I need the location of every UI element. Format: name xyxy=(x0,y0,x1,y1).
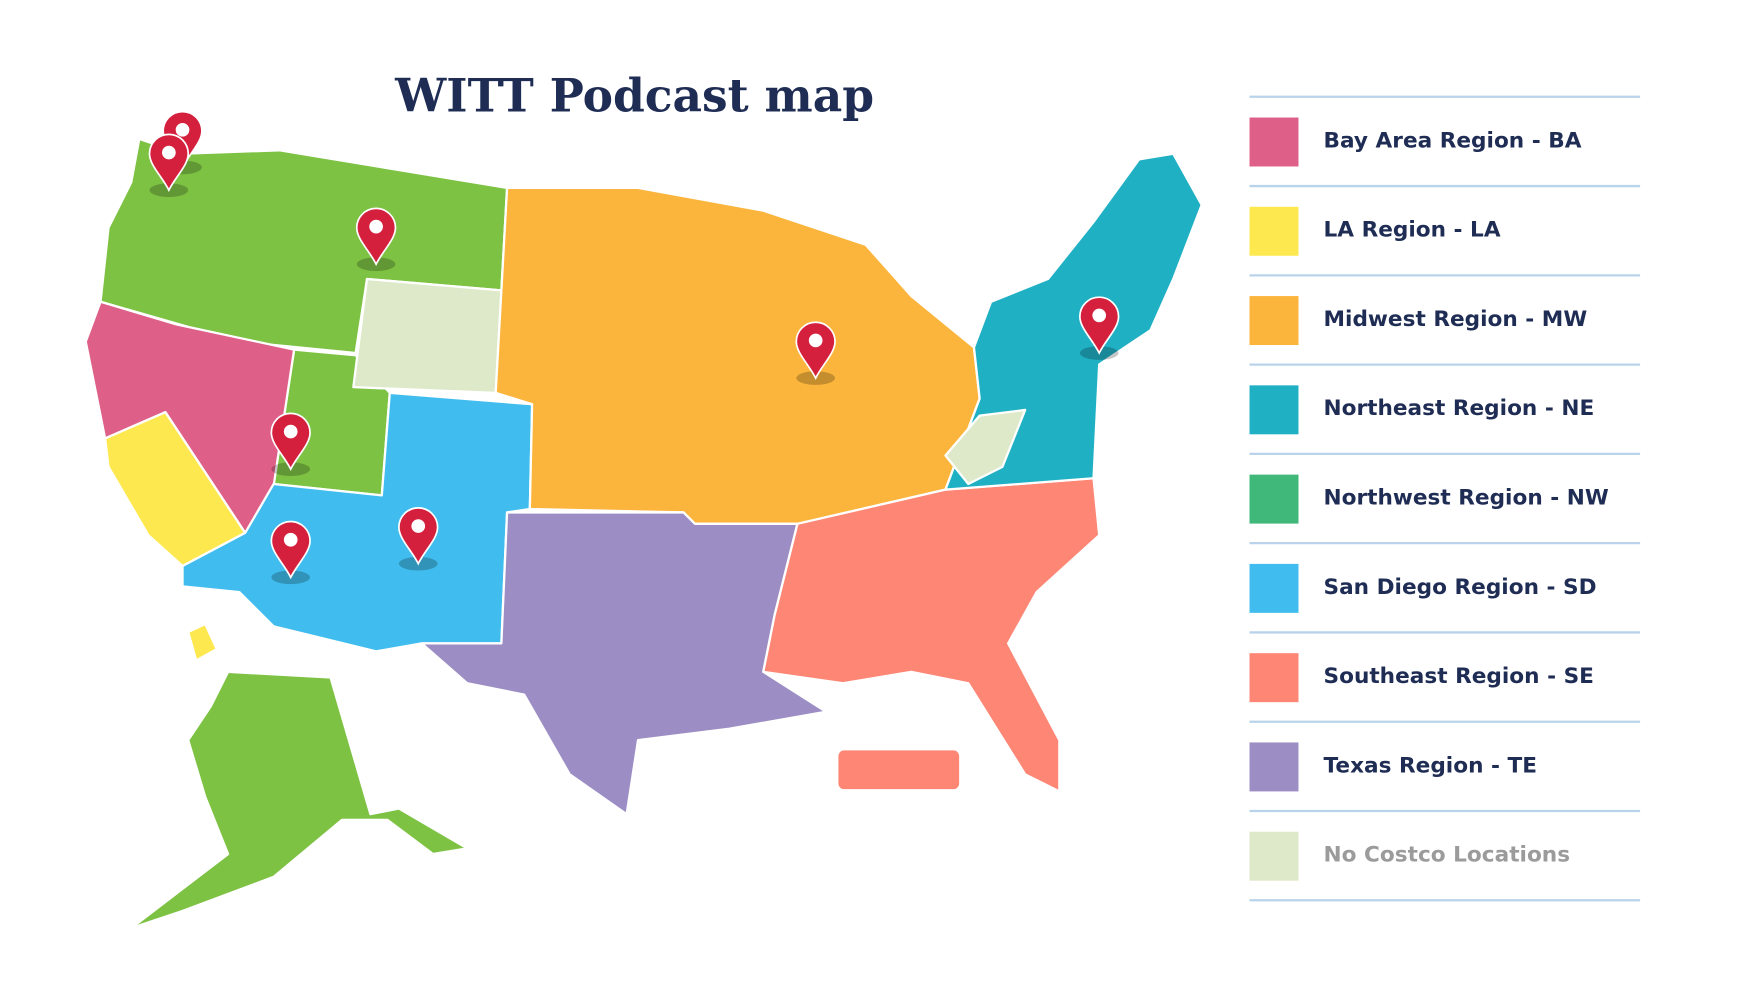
legend-swatch xyxy=(1249,653,1299,703)
legend-label: San Diego Region - SD xyxy=(1324,575,1597,600)
wyoming xyxy=(352,277,503,394)
legend-label: Southeast Region - SE xyxy=(1324,664,1594,689)
pin-dot xyxy=(1092,308,1107,323)
legend-label: LA Region - LA xyxy=(1324,218,1501,243)
texas-region xyxy=(420,511,828,816)
pin xyxy=(270,412,311,472)
northeast-region xyxy=(944,152,1203,491)
pin xyxy=(795,321,836,380)
legend-label: Texas Region - TE xyxy=(1324,753,1538,778)
pin-dot xyxy=(808,333,823,348)
legend-swatch xyxy=(1249,117,1299,167)
legend: Bay Area Region - BA LA Region - LA Midwes… xyxy=(1249,95,1641,902)
legend-label: Midwest Region - MW xyxy=(1324,307,1588,332)
pin-dot xyxy=(369,219,383,234)
puerto-rico xyxy=(836,748,962,792)
legend-label: No Costco Locations xyxy=(1324,843,1571,868)
southeast-region xyxy=(762,477,1101,793)
pin xyxy=(1078,296,1120,355)
midwest-region xyxy=(494,186,981,525)
legend-label: Northwest Region - NW xyxy=(1324,486,1609,511)
legend-swatch xyxy=(1249,474,1299,524)
pin xyxy=(398,507,439,566)
legend-swatch xyxy=(1249,385,1299,435)
pin-dot xyxy=(162,145,176,160)
pin xyxy=(355,207,397,267)
pin xyxy=(148,133,190,193)
legend-swatch xyxy=(1249,831,1299,881)
title: WITT Podcast map xyxy=(394,69,874,123)
pin-dot xyxy=(411,519,426,533)
legend-swatch xyxy=(1249,296,1299,346)
legend-label: Bay Area Region - BA xyxy=(1324,128,1582,153)
west-virginia xyxy=(944,408,1027,486)
us-map xyxy=(84,137,1203,930)
alaska xyxy=(130,670,469,930)
legend-label: Northeast Region - NE xyxy=(1324,396,1595,421)
hawaii xyxy=(187,622,218,662)
pins xyxy=(148,110,1120,585)
pin-dot xyxy=(175,122,190,137)
pin-dot xyxy=(283,532,298,547)
legend-swatch xyxy=(1249,742,1299,792)
legend-swatch xyxy=(1249,563,1299,613)
pin-dot xyxy=(283,424,298,439)
pin xyxy=(270,520,311,580)
legend-swatch xyxy=(1249,206,1299,256)
